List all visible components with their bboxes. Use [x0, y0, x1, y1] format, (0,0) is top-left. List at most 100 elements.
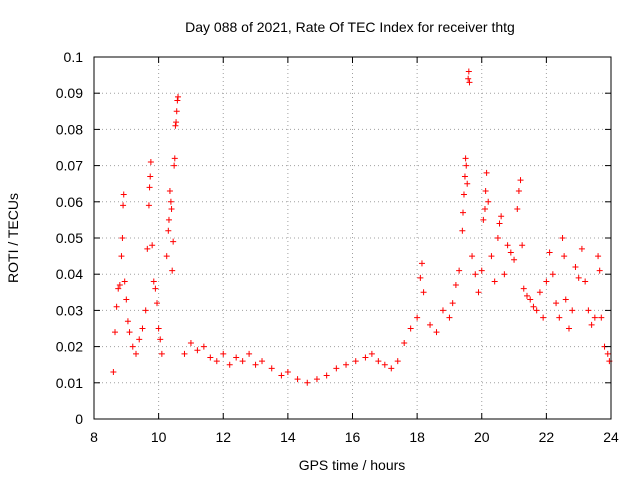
- data-point: [170, 238, 177, 245]
- x-axis-label: GPS time / hours: [299, 457, 406, 473]
- data-point: [462, 155, 469, 162]
- data-point: [149, 242, 156, 249]
- data-point: [481, 206, 488, 213]
- data-point: [520, 285, 527, 292]
- x-tick-label: 12: [215, 429, 231, 445]
- data-point: [536, 289, 543, 296]
- y-tick-label: 0.1: [64, 49, 84, 65]
- data-point: [150, 278, 157, 285]
- data-point: [112, 329, 119, 336]
- data-point: [407, 325, 414, 332]
- data-point: [142, 307, 149, 314]
- data-point: [157, 336, 164, 343]
- data-point: [582, 278, 589, 285]
- data-point: [456, 267, 463, 274]
- y-ticks: 0 0.01 0.02 0.03 0.04 0.05 0.06 0.07 0.08 0.09 0.1: [56, 49, 611, 427]
- data-point: [368, 350, 375, 357]
- data-point: [169, 267, 176, 274]
- y-tick-label: 0: [75, 411, 83, 427]
- data-point: [501, 271, 508, 278]
- y-tick-label: 0.03: [56, 302, 83, 318]
- data-point: [120, 191, 127, 198]
- data-point: [129, 343, 136, 350]
- data-point: [504, 242, 511, 249]
- data-point: [565, 325, 572, 332]
- data-point: [115, 285, 122, 292]
- data-point: [116, 282, 123, 289]
- data-point: [519, 242, 526, 249]
- data-point: [561, 253, 568, 260]
- data-point: [546, 249, 553, 256]
- data-point: [460, 191, 467, 198]
- grid: [94, 57, 611, 419]
- data-point: [465, 75, 472, 82]
- data-point: [591, 314, 598, 321]
- y-axis-label: ROTI / TECUs: [5, 193, 21, 283]
- data-point: [414, 314, 421, 321]
- data-point: [110, 368, 117, 375]
- data-point: [343, 361, 350, 368]
- data-point: [175, 93, 182, 100]
- y-tick-label: 0.04: [56, 266, 83, 282]
- x-ticks: 8 10 12 14 16 18 20 22 24: [90, 57, 619, 445]
- data-point: [527, 296, 534, 303]
- data-point: [323, 372, 330, 379]
- data-point: [268, 365, 275, 372]
- data-point: [171, 155, 178, 162]
- data-point: [333, 365, 340, 372]
- data-point: [154, 300, 161, 307]
- data-point: [463, 162, 470, 169]
- data-point: [165, 227, 172, 234]
- data-point: [585, 307, 592, 314]
- data-point: [174, 97, 181, 104]
- data-point: [124, 318, 131, 325]
- data-point: [146, 184, 153, 191]
- y-tick-label: 0.01: [56, 375, 83, 391]
- x-tick-label: 16: [345, 429, 361, 445]
- data-point: [578, 245, 585, 252]
- y-tick-label: 0.09: [56, 85, 83, 101]
- chart-title: Day 088 of 2021, Rate Of TEC Index for r…: [185, 19, 515, 35]
- data-point: [482, 187, 489, 194]
- data-point: [427, 321, 434, 328]
- data-point: [598, 314, 605, 321]
- data-point: [120, 202, 127, 209]
- y-tick-label: 0.05: [56, 230, 83, 246]
- data-point: [147, 158, 154, 165]
- data-point: [163, 253, 170, 260]
- data-point: [514, 206, 521, 213]
- data-point: [155, 325, 162, 332]
- data-point: [278, 372, 285, 379]
- data-point: [511, 256, 518, 263]
- data-point: [417, 274, 424, 281]
- data-point: [466, 79, 473, 86]
- data-point: [469, 253, 476, 260]
- data-point: [194, 347, 201, 354]
- data-point: [559, 235, 566, 241]
- data-point: [449, 300, 456, 307]
- data-point: [313, 376, 320, 383]
- data-point: [496, 220, 503, 227]
- data-point: [173, 108, 180, 115]
- x-tick-label: 20: [474, 429, 490, 445]
- data-point: [460, 209, 467, 216]
- data-point: [517, 177, 524, 184]
- data-point: [465, 68, 472, 75]
- y-tick-label: 0.07: [56, 158, 83, 174]
- x-tick-label: 18: [409, 429, 425, 445]
- data-point: [172, 122, 179, 129]
- data-point: [556, 314, 563, 321]
- data-point: [543, 278, 550, 285]
- data-point: [418, 260, 425, 267]
- data-point: [294, 376, 301, 383]
- data-point: [147, 173, 154, 180]
- data-point: [166, 187, 173, 194]
- data-point: [464, 180, 471, 187]
- data-point: [549, 271, 556, 278]
- data-point: [352, 358, 359, 365]
- data-point: [126, 329, 133, 336]
- data-point: [375, 358, 382, 365]
- data-point: [123, 296, 130, 303]
- data-point: [381, 361, 388, 368]
